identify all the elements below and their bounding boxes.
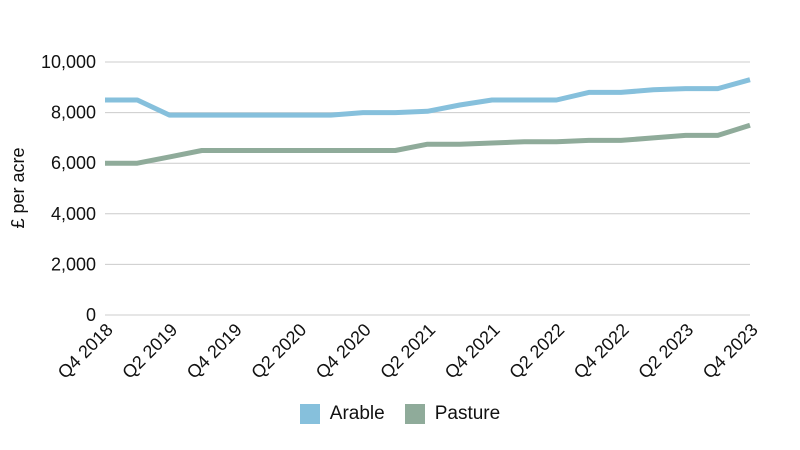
- legend-item-pasture: Pasture: [404, 403, 501, 425]
- x-tick-label: Q2 2020: [247, 320, 310, 383]
- gridlines: [105, 61, 750, 316]
- x-tick-label: Q2 2019: [118, 320, 181, 383]
- x-tick-label: Q4 2021: [441, 320, 504, 383]
- series-lines: [105, 77, 751, 166]
- legend-swatch-pasture: [404, 404, 425, 424]
- series-line-pasture: [105, 122, 751, 166]
- x-tick-label: Q2 2023: [634, 320, 697, 383]
- series-line-arable: [105, 77, 751, 118]
- x-tick-label: Q4 2022: [570, 320, 633, 383]
- y-tick-label: 2,000: [51, 254, 96, 274]
- y-tick-label: 10,000: [41, 52, 96, 72]
- x-tick-label: Q4 2019: [183, 320, 246, 383]
- x-tick-label: Q4 2020: [312, 320, 375, 383]
- x-tick-label: Q2 2022: [505, 320, 568, 383]
- y-axis-ticks: 0 2,000 4,000 6,000 8,000 10,000: [41, 52, 96, 325]
- y-axis-title: £ per acre: [8, 147, 28, 228]
- y-tick-label: 4,000: [51, 204, 96, 224]
- x-tick-label: Q4 2018: [54, 320, 117, 383]
- x-tick-label: Q4 2023: [699, 320, 762, 383]
- y-tick-label: 6,000: [51, 153, 96, 173]
- legend-item-arable: Arable: [299, 403, 385, 425]
- legend-label-pasture: Pasture: [434, 403, 501, 424]
- y-tick-label: 8,000: [51, 103, 96, 123]
- legend-label-arable: Arable: [329, 403, 385, 424]
- legend: Arable Pasture: [0, 403, 800, 425]
- legend-swatch-arable: [299, 404, 320, 424]
- x-tick-label: Q2 2021: [376, 320, 439, 383]
- x-axis-ticks: Q4 2018 Q2 2019 Q4 2019 Q2 2020 Q4 2020 Q2 20…: [54, 320, 762, 383]
- y-tick-label: 0: [86, 305, 96, 325]
